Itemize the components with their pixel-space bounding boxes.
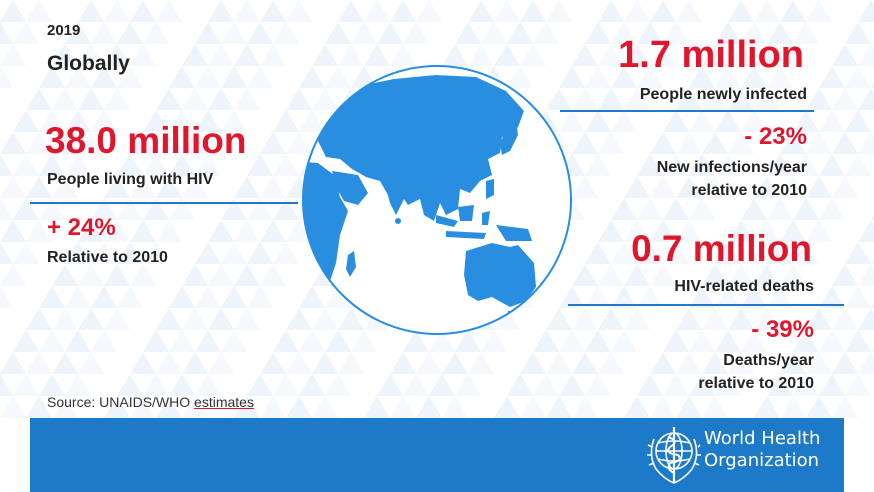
globe-asia-pacific-icon <box>302 65 572 335</box>
source-note: Source: UNAIDS/WHO estimates <box>47 394 254 410</box>
deaths-change: - 39% <box>751 316 814 343</box>
who-wordmark-line2: Organization <box>704 450 820 471</box>
who-wordmark-line1: World Health <box>704 428 821 449</box>
deaths-value: 0.7 million <box>631 228 812 269</box>
right-bottom-divider-line <box>568 304 844 306</box>
people-living-change: + 24% <box>47 214 116 241</box>
new-infections-change: - 23% <box>744 123 807 150</box>
right-top-divider-line <box>560 110 814 112</box>
who-wordmark: World Health Organization <box>704 428 820 472</box>
who-footer-bar: World Health Organization <box>30 418 844 492</box>
new-infections-label: People newly infected <box>639 86 807 103</box>
deaths-label: HIV-related deaths <box>674 278 814 295</box>
scope-label: Globally <box>47 52 130 75</box>
new-infections-value: 1.7 million <box>618 34 804 76</box>
deaths-change-label-line2: relative to 2010 <box>698 375 814 392</box>
deaths-change-label-line1: Deaths/year <box>723 352 814 369</box>
people-living-label: People living with HIV <box>47 171 214 188</box>
people-living-change-label: Relative to 2010 <box>47 249 168 266</box>
left-divider-line <box>30 202 298 204</box>
people-living-value: 38.0 million <box>45 120 247 161</box>
year-label: 2019 <box>47 22 81 39</box>
new-infections-change-label-line2: relative to 2010 <box>691 182 807 199</box>
source-estimates-word: estimates <box>194 394 254 410</box>
new-infections-change-label-line1: New infections/year <box>656 159 807 176</box>
source-prefix: Source: UNAIDS/WHO <box>47 394 195 410</box>
who-emblem-icon <box>647 427 701 484</box>
